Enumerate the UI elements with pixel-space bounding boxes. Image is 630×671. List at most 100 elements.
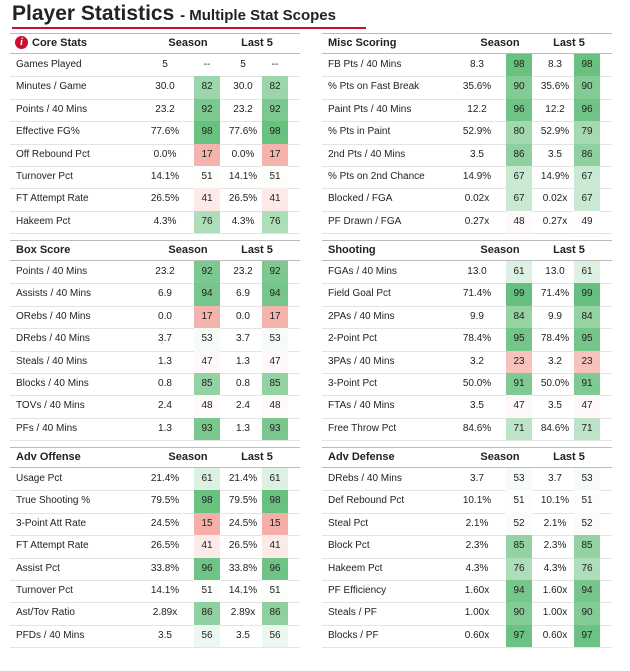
last5-value: 13.0 (545, 266, 565, 277)
season-percentile: 48 (506, 210, 532, 234)
season-value: 3.5 (470, 148, 484, 160)
season-percentile: 71 (506, 417, 532, 441)
row-divider (322, 580, 612, 581)
last5-value: 0.60x (542, 629, 568, 641)
last5-value: 1.60x (542, 585, 568, 596)
last5-percentile: 67 (574, 166, 600, 189)
row-divider (10, 395, 300, 397)
row-divider (10, 143, 300, 145)
last5-percentile: 95 (574, 328, 600, 351)
last5-value: 52.9% (540, 126, 570, 138)
season-percentile: 76 (194, 210, 220, 234)
section-title: Shooting (328, 244, 376, 256)
row-divider (322, 328, 612, 330)
row-divider (322, 602, 612, 604)
season-percentile: 96 (194, 557, 220, 580)
row-divider (322, 305, 612, 307)
row-divider (322, 143, 612, 145)
last5-percentile: 56 (262, 624, 288, 648)
stat-label: Def Rebound Pct (328, 495, 405, 507)
last5-percentile: 53 (574, 468, 600, 491)
row-divider (10, 305, 300, 307)
last5-value: 2.3% (543, 540, 567, 552)
season-percentile: 93 (194, 417, 220, 441)
last5-percentile: 53 (262, 328, 288, 351)
last5-percentile: 90 (574, 602, 600, 625)
stat-label: PF Efficiency (328, 585, 387, 596)
row-divider (322, 624, 612, 626)
season-percentile: 84 (506, 305, 532, 329)
season-percentile: 90 (506, 602, 532, 625)
stat-label: FB Pts / 40 Mins (328, 59, 402, 70)
last5-percentile: 85 (262, 373, 288, 396)
season-value: 14.1% (150, 171, 180, 182)
column-header: Last 5 (241, 244, 273, 256)
season-value: 33.8% (150, 562, 180, 574)
title: Player Statistics (12, 2, 175, 25)
column-header: Season (168, 37, 208, 49)
row-divider (322, 350, 612, 352)
stat-label: Turnover Pct (16, 171, 73, 182)
last5-percentile: 23 (574, 350, 600, 373)
season-value: 71.4% (462, 288, 492, 300)
season-value: 0.02x (464, 193, 490, 205)
row-divider (10, 233, 300, 235)
last5-value: 3.2 (548, 355, 562, 367)
last5-percentile: 91 (574, 373, 600, 396)
column-header: Last 5 (553, 244, 585, 256)
stat-label: Field Goal Pct (328, 288, 391, 300)
last5-value: 6.9 (236, 288, 250, 300)
last5-value: 12.2 (545, 103, 565, 115)
stat-label: Paint Pts / 40 Mins (328, 103, 412, 115)
season-percentile: 98 (194, 490, 220, 513)
stat-label: FT Attempt Rate (16, 540, 89, 552)
season-value: 24.5% (150, 517, 180, 529)
row-divider (10, 512, 300, 514)
last5-value: 1.3 (236, 422, 250, 434)
last5-value: 1.3 (236, 355, 250, 367)
season-value: 3.7 (158, 333, 172, 345)
last5-percentile: 61 (574, 261, 600, 284)
season-percentile: 51 (506, 490, 532, 513)
row-divider (322, 395, 612, 397)
last5-percentile: 47 (262, 350, 288, 373)
season-percentile: 53 (194, 328, 220, 351)
last5-value: 2.89x (230, 607, 256, 619)
section-header-border (322, 33, 612, 54)
last5-percentile: 47 (574, 395, 600, 418)
last5-percentile: 84 (574, 305, 600, 329)
row-divider (10, 166, 300, 167)
section-header-border (322, 447, 612, 468)
season-value: 1.3 (158, 422, 172, 434)
stat-label: 2PAs / 40 Mins (328, 310, 395, 322)
section-title: Adv Offense (16, 451, 81, 463)
season-percentile: 61 (506, 261, 532, 284)
row-divider (10, 580, 300, 581)
season-percentile: 53 (506, 468, 532, 491)
last5-value: 5 (240, 59, 246, 70)
season-value: 23.2 (155, 103, 175, 115)
season-value: 50.0% (462, 378, 492, 389)
last5-percentile: 93 (262, 417, 288, 441)
season-percentile: 85 (194, 373, 220, 396)
info-icon[interactable]: i (15, 36, 28, 49)
section-header-border (10, 240, 300, 261)
row-divider (322, 440, 612, 442)
column-header: Season (168, 451, 208, 463)
season-percentile: 48 (194, 395, 220, 418)
row-divider (322, 121, 612, 123)
season-value: 6.9 (158, 288, 172, 300)
last5-value: 0.0% (231, 148, 255, 160)
row-divider (10, 647, 300, 649)
season-percentile: 91 (506, 373, 532, 396)
last5-value: 0.27x (542, 215, 568, 227)
season-value: 78.4% (462, 333, 492, 345)
season-value: 2.89x (152, 607, 178, 619)
last5-value: 2.1% (543, 517, 567, 529)
season-percentile: 82 (194, 76, 220, 99)
season-percentile: 96 (506, 98, 532, 122)
last5-value: 3.5 (548, 400, 562, 412)
row-divider (322, 512, 612, 514)
season-percentile: 17 (194, 143, 220, 166)
last5-value: 3.7 (548, 473, 562, 484)
